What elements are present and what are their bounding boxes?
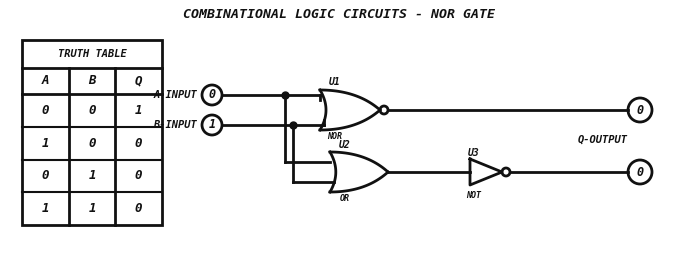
- Text: U2: U2: [339, 140, 351, 150]
- Bar: [22, 40, 162, 225]
- Text: 1: 1: [41, 202, 49, 215]
- Text: B: B: [88, 74, 96, 87]
- Text: 0: 0: [135, 169, 143, 182]
- Text: 0: 0: [88, 104, 96, 117]
- Text: 0: 0: [636, 165, 644, 179]
- Text: 0: 0: [636, 104, 644, 116]
- Text: A: A: [41, 74, 49, 87]
- Text: 1: 1: [208, 118, 215, 132]
- Text: 0: 0: [41, 104, 49, 117]
- Text: 1: 1: [41, 137, 49, 150]
- Text: 1: 1: [135, 104, 143, 117]
- Text: Q: Q: [135, 74, 143, 87]
- Text: TRUTH TABLE: TRUTH TABLE: [58, 49, 126, 59]
- Text: Q-OUTPUT: Q-OUTPUT: [578, 135, 628, 145]
- Text: NOT: NOT: [466, 191, 481, 200]
- Text: COMBINATIONAL LOGIC CIRCUITS - NOR GATE: COMBINATIONAL LOGIC CIRCUITS - NOR GATE: [183, 8, 495, 22]
- Text: NOR: NOR: [327, 132, 342, 141]
- Text: 0: 0: [88, 137, 96, 150]
- Text: U1: U1: [329, 77, 341, 87]
- Text: B-INPUT: B-INPUT: [153, 120, 197, 130]
- Text: 0: 0: [41, 169, 49, 182]
- Text: A-INPUT: A-INPUT: [153, 90, 197, 100]
- Text: 0: 0: [135, 202, 143, 215]
- Text: 1: 1: [88, 202, 96, 215]
- Text: OR: OR: [340, 194, 350, 203]
- Text: 0: 0: [135, 137, 143, 150]
- Text: 0: 0: [208, 88, 215, 102]
- Text: 1: 1: [88, 169, 96, 182]
- Text: U3: U3: [468, 148, 480, 158]
